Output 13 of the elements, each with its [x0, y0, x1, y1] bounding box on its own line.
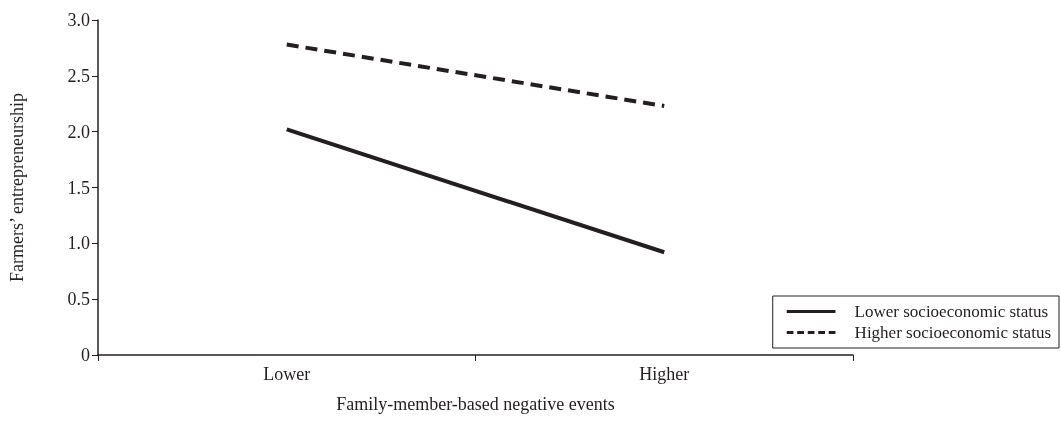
y-tick-label: 0.5 [67, 289, 90, 310]
x-tick-label: Lower [263, 364, 311, 384]
y-tick-label: 3.0 [67, 10, 90, 30]
x-tick-label: Higher [639, 364, 690, 384]
legend-label: Higher socioeconomic status [854, 323, 1052, 342]
y-tick-label: 1.0 [67, 233, 90, 254]
y-tick-label: 1.5 [67, 177, 90, 198]
x-axis-title: Family-member-based negative events [336, 394, 615, 414]
y-tick-label: 2.0 [67, 121, 90, 142]
y-axis-title: Farmers’ entrepreneurship [7, 92, 27, 283]
y-tick-label: 0 [81, 345, 90, 365]
y-tick-label: 2.5 [67, 65, 90, 86]
legend-label: Lower socioeconomic status [854, 302, 1049, 321]
